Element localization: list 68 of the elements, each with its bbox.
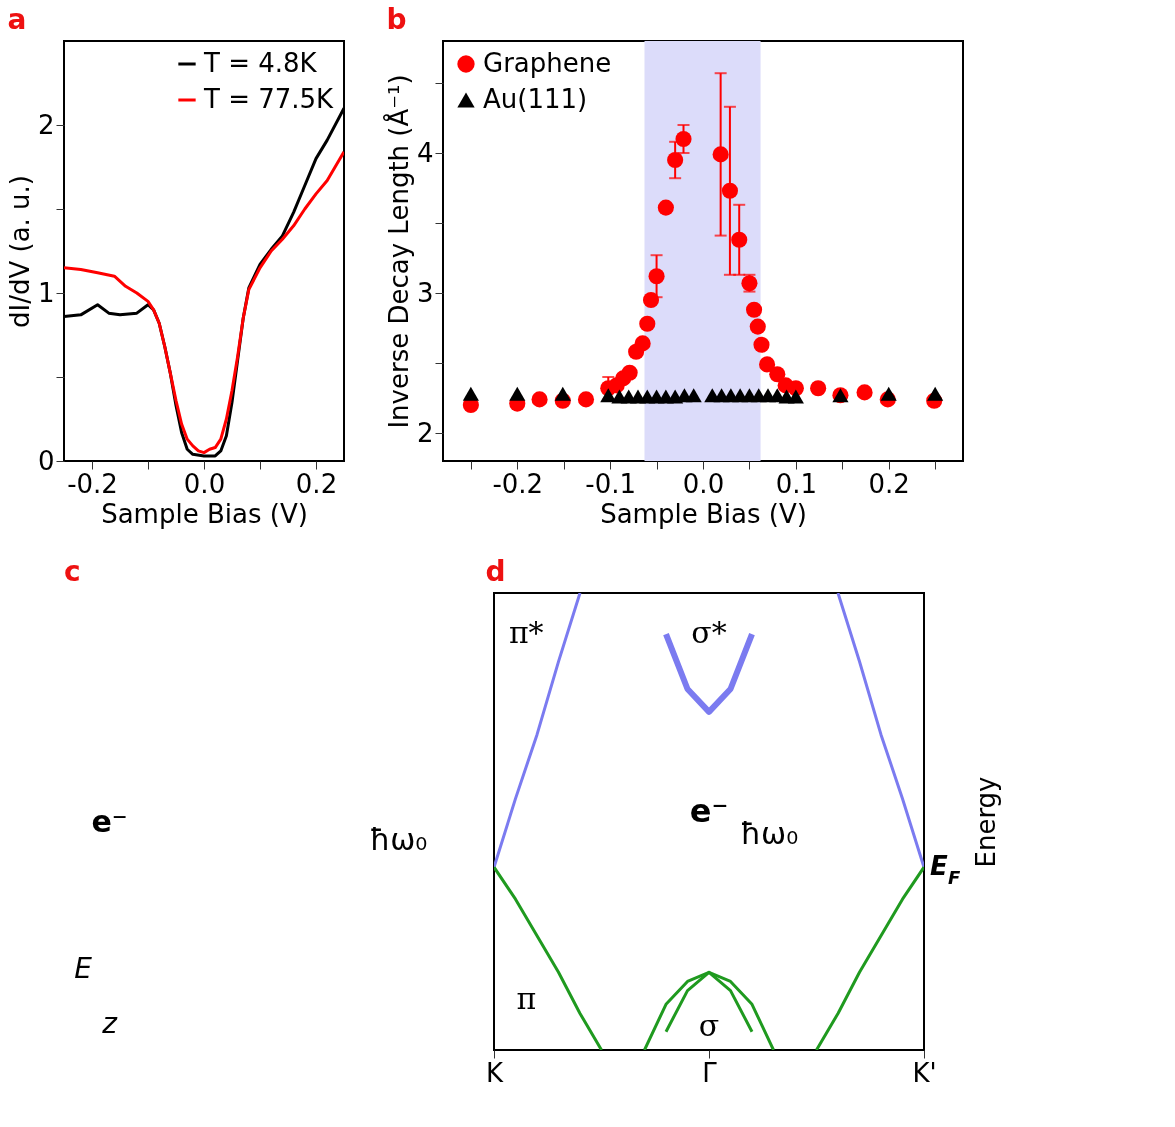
y-tick-label: 2 — [37, 109, 55, 140]
chart-title: a — [7, 3, 27, 36]
x-tick-label: 0.2 — [868, 468, 910, 499]
series-label: σ* — [691, 615, 727, 651]
point — [531, 391, 548, 408]
point — [577, 391, 595, 408]
point — [759, 356, 776, 373]
y-axis-title: Energy — [970, 776, 1001, 868]
x-tick-label: Γ — [702, 1057, 718, 1088]
series-label: π — [516, 980, 537, 1016]
legend-label: T = 4.8K — [203, 48, 318, 78]
point — [731, 231, 748, 248]
point — [753, 336, 770, 353]
legend-label: Au(111) — [483, 84, 588, 114]
x-tick-label: K' — [912, 1057, 937, 1088]
point — [927, 386, 944, 401]
text: ħω₀ — [369, 822, 428, 858]
chart-title: b — [386, 3, 407, 36]
point — [787, 389, 804, 404]
point — [746, 301, 763, 318]
x-tick-label: 0.0 — [183, 468, 226, 499]
x-tick-label: -0.2 — [492, 468, 544, 499]
point — [639, 315, 656, 332]
series-label: π* — [508, 615, 544, 651]
y-tick-label: 3 — [416, 277, 434, 308]
x-tick-label: 0.0 — [682, 468, 725, 499]
legend-label: T = 77.5K — [203, 84, 335, 114]
point — [462, 386, 479, 401]
text: e⁻ — [91, 804, 128, 839]
text: z — [101, 1007, 119, 1041]
text: E — [74, 952, 93, 986]
chart-title: d — [485, 555, 506, 588]
point — [685, 388, 702, 403]
point — [648, 268, 665, 285]
x-axis-title: Sample Bias (V) — [101, 498, 308, 529]
annotation: ħω₀ — [740, 816, 799, 852]
x-axis-title: Sample Bias (V) — [600, 498, 807, 529]
text: c — [64, 555, 81, 588]
point — [749, 318, 766, 335]
y-tick-label: 1 — [37, 277, 55, 308]
x-tick-label: 0.2 — [295, 468, 338, 499]
y-axis-title: Inverse Decay Length (Å⁻¹) — [382, 74, 414, 429]
annotation: e⁻ — [689, 792, 729, 831]
point — [621, 364, 638, 381]
point — [600, 388, 617, 403]
point — [554, 386, 571, 401]
y-tick-label: 2 — [416, 417, 434, 448]
point — [657, 199, 674, 216]
point — [634, 335, 651, 352]
point — [667, 151, 684, 169]
point — [509, 386, 526, 401]
y-tick-label: 0 — [37, 445, 55, 476]
y-axis-title: dI/dV (a. u.) — [4, 175, 35, 328]
point — [721, 182, 738, 199]
x-tick-label: -0.1 — [585, 468, 637, 499]
legend-label: Graphene — [483, 48, 612, 78]
point — [712, 146, 729, 163]
x-tick-label: -0.2 — [67, 468, 118, 499]
point — [769, 366, 786, 383]
point — [810, 380, 827, 397]
point — [642, 291, 660, 309]
x-tick-label: K — [485, 1057, 504, 1088]
point — [675, 130, 692, 148]
series-label: σ — [698, 1008, 720, 1044]
x-tick-label: 0.1 — [775, 468, 818, 499]
y-tick-label: 4 — [416, 137, 434, 168]
point — [880, 386, 897, 401]
point — [856, 384, 873, 401]
